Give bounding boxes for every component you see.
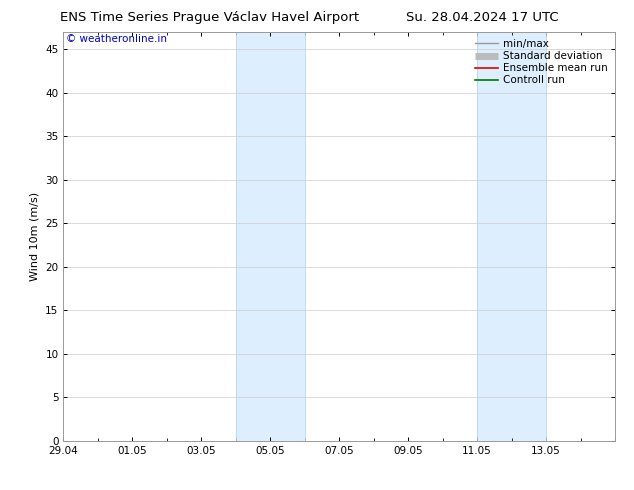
Bar <box>477 32 546 441</box>
Bar <box>236 32 305 441</box>
Y-axis label: Wind 10m (m/s): Wind 10m (m/s) <box>30 192 40 281</box>
Legend: min/max, Standard deviation, Ensemble mean run, Controll run: min/max, Standard deviation, Ensemble me… <box>470 35 612 90</box>
Text: ENS Time Series Prague Václav Havel Airport: ENS Time Series Prague Václav Havel Airp… <box>60 11 359 24</box>
Text: Su. 28.04.2024 17 UTC: Su. 28.04.2024 17 UTC <box>406 11 558 24</box>
Text: © weatheronline.in: © weatheronline.in <box>66 34 167 44</box>
